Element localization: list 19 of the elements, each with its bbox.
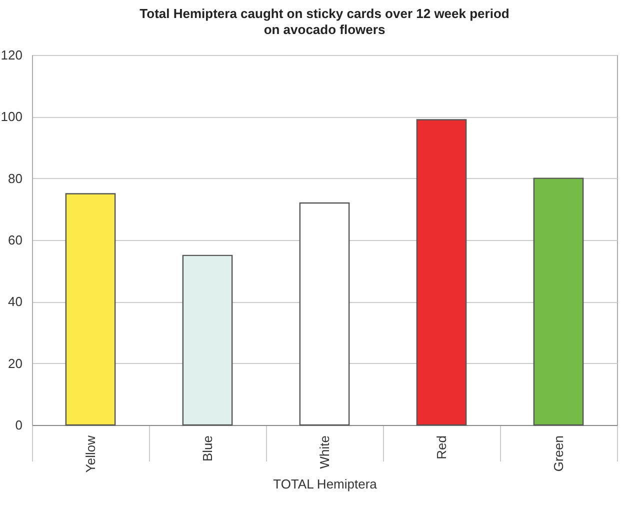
x-tick-label: Red <box>434 436 449 460</box>
x-tick-label: White <box>317 436 332 469</box>
x-axis-title: TOTAL Hemiptera <box>273 476 378 492</box>
bar <box>416 119 467 426</box>
y-tick-label: 80 <box>8 170 22 186</box>
chart-title: Total Hemiptera caught on sticky cards over 12 week period on avocado flowers <box>140 6 510 37</box>
y-tick-label: 60 <box>8 232 22 248</box>
y-tick-label: 20 <box>8 356 22 371</box>
x-tick-label: Yellow <box>83 434 98 473</box>
y-tick-label: 0 <box>15 418 22 432</box>
y-tick-label: 40 <box>8 294 22 310</box>
x-tick-label: Green <box>551 436 566 472</box>
bar <box>299 202 350 426</box>
y-tick-label: 100 <box>0 109 22 124</box>
x-tick-label: Blue <box>200 436 215 462</box>
bar <box>65 193 116 426</box>
y-tick-label: 120 <box>0 48 22 62</box>
bar <box>533 178 584 426</box>
bar <box>182 254 233 426</box>
